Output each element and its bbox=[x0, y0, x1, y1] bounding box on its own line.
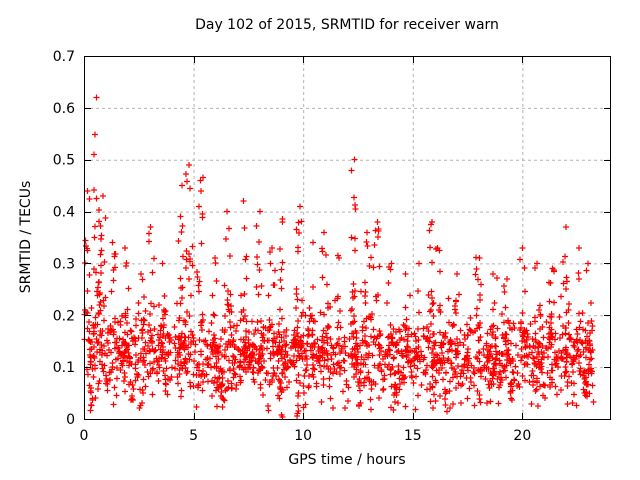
x-axis-label: GPS time / hours bbox=[288, 452, 406, 468]
y-tick-label: 0.4 bbox=[53, 205, 75, 221]
chart-title: Day 102 of 2015, SRMTID for receiver war… bbox=[195, 17, 499, 33]
x-tick-label: 0 bbox=[80, 428, 89, 444]
y-tick-label: 0.5 bbox=[53, 153, 75, 169]
tick-labels: 0 0.1 0.2 0.3 0.4 0.5 0.6 0.7 0 5 10 15 20 bbox=[53, 49, 532, 444]
y-tick-label: 0.2 bbox=[53, 308, 75, 324]
grid-lines bbox=[84, 56, 610, 419]
x-tick-label: 5 bbox=[189, 428, 198, 444]
x-tick-label: 20 bbox=[513, 428, 531, 444]
x-tick-label: 10 bbox=[294, 428, 312, 444]
y-tick-label: 0.6 bbox=[53, 101, 75, 117]
y-tick-label: 0 bbox=[66, 412, 75, 428]
y-tick-label: 0.3 bbox=[53, 256, 75, 272]
y-tick-label: 0.7 bbox=[53, 49, 75, 65]
data-points bbox=[81, 94, 597, 420]
x-tick-label: 15 bbox=[404, 428, 422, 444]
y-tick-label: 0.1 bbox=[53, 360, 75, 376]
plot-border bbox=[84, 56, 611, 420]
